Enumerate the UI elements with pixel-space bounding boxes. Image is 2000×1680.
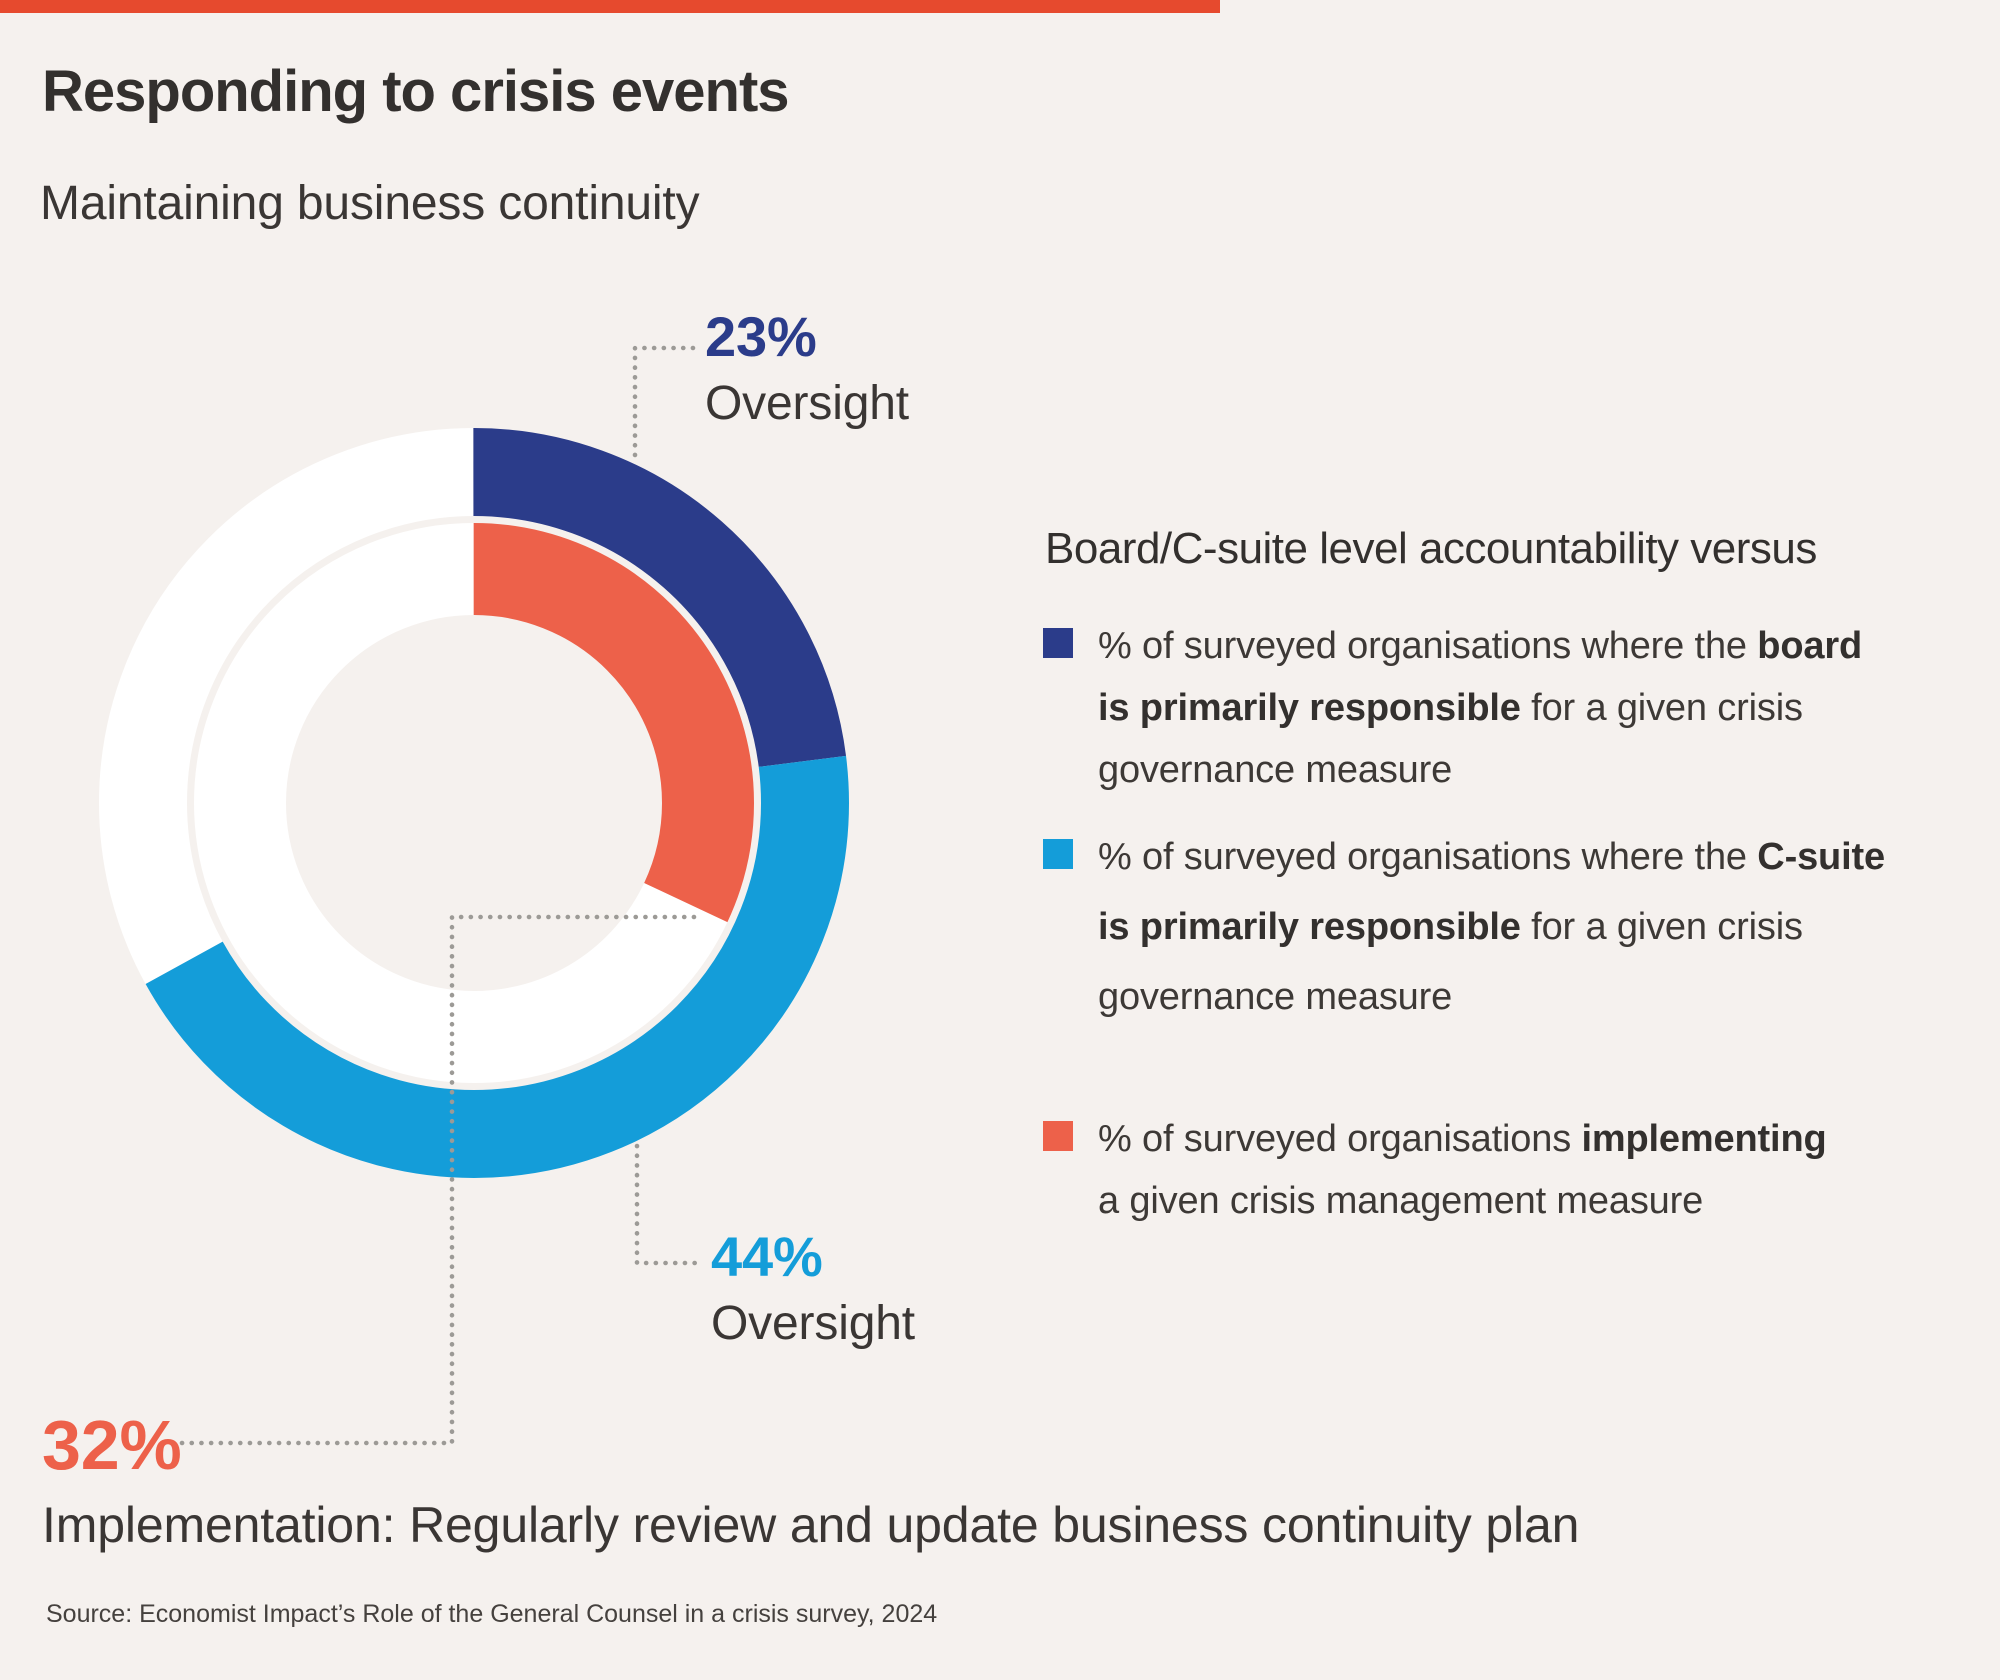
outer-ring-board-arc xyxy=(99,428,849,1178)
implementation-swatch-icon xyxy=(1043,1121,1073,1151)
legend-item-csuite-text: % of surveyed organisations where the C-… xyxy=(1098,836,1885,1018)
implementation-value: 32% xyxy=(42,1406,182,1484)
leader-line-44 xyxy=(634,1143,700,1266)
outer-ring xyxy=(99,428,849,1178)
source-note: Source: Economist Impact’s Role of the G… xyxy=(46,1600,938,1628)
legend-item-board: % of surveyed organisations where the bo… xyxy=(1043,615,1862,801)
legend-heading: Board/C-suite level accountability versu… xyxy=(1045,524,1817,573)
page-subtitle: Maintaining business continuity xyxy=(40,177,700,230)
leader-line-32 xyxy=(155,914,697,1446)
csuite-oversight-label: Oversight xyxy=(711,1296,915,1350)
implementation-label: Implementation: Regularly review and upd… xyxy=(42,1497,1580,1553)
board-swatch-icon xyxy=(1043,628,1073,658)
inner-ring-implementation-arc xyxy=(194,523,754,1083)
callout-board-oversight: 23% Oversight xyxy=(705,305,909,430)
board-oversight-label: Oversight xyxy=(705,376,909,430)
board-oversight-value: 23% xyxy=(705,305,817,368)
legend-item-board-text: % of surveyed organisations where the bo… xyxy=(1098,625,1863,791)
callout-csuite-oversight: 44% Oversight xyxy=(711,1225,915,1350)
csuite-oversight-value: 44% xyxy=(711,1225,823,1288)
leader-line-23 xyxy=(632,345,696,463)
inner-ring xyxy=(194,523,754,1083)
legend-item-implementation-text: % of surveyed organisations implementing… xyxy=(1098,1118,1827,1222)
callout-implementation: 32% xyxy=(42,1406,182,1484)
csuite-swatch-icon xyxy=(1043,839,1073,869)
legend-item-csuite: % of surveyed organisations where the C-… xyxy=(1043,822,1885,1032)
legend-item-implementation: % of surveyed organisations implementing… xyxy=(1043,1108,1827,1232)
page-title: Responding to crisis events xyxy=(42,59,790,124)
top-accent-bar xyxy=(0,0,1220,13)
outer-ring-csuite-arc xyxy=(99,428,849,1178)
